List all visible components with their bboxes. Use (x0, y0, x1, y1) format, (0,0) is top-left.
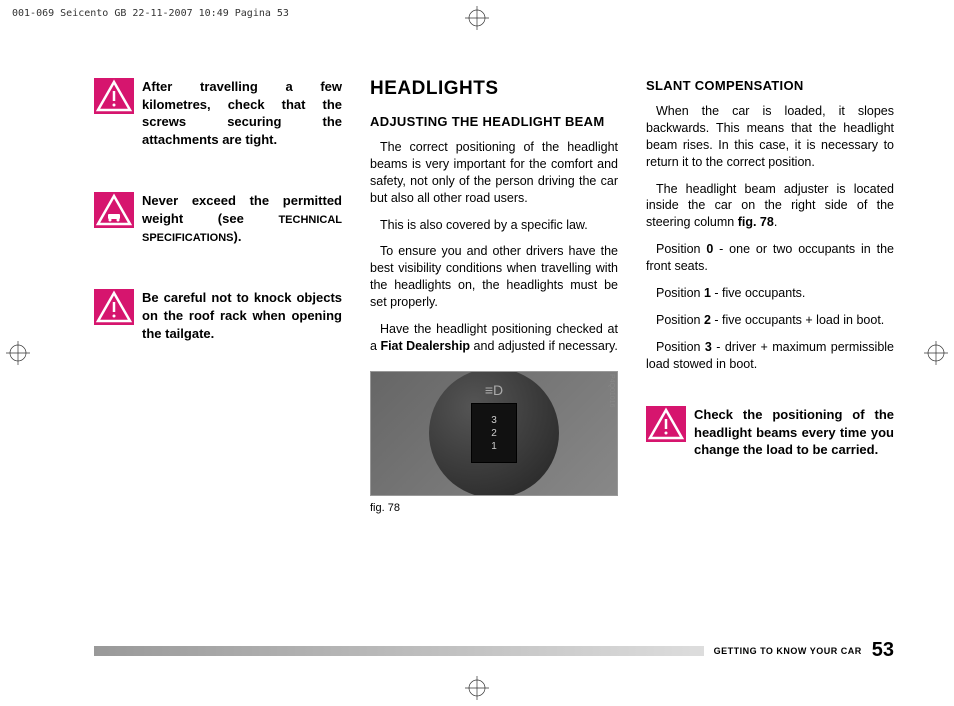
warning-triangle-icon (94, 289, 134, 325)
print-header: 001-069 Seicento GB 22-11-2007 10:49 Pag… (12, 8, 289, 19)
paragraph: Position 2 - five occupants + load in bo… (646, 312, 894, 329)
figure-caption: fig. 78 (370, 502, 618, 514)
warning-car-icon (94, 192, 134, 228)
figure-image: P4Q01016 ≡D 321 (370, 371, 618, 496)
paragraph: The headlight beam adjuster is located i… (646, 181, 894, 232)
figure-code: P4Q01016 (608, 374, 615, 407)
footer-section-label: GETTING TO KNOW YOUR CAR (714, 646, 862, 656)
crop-mark-right (924, 341, 948, 365)
warning-box-1: After travelling a few kilometres, check… (94, 78, 342, 148)
warning-text-1: After travelling a few kilometres, check… (142, 78, 342, 148)
subheading-slant: SLANT COMPENSATION (646, 78, 894, 93)
paragraph: This is also covered by a specific law. (370, 217, 618, 234)
crop-mark-left (6, 341, 30, 365)
page-number: 53 (872, 639, 894, 662)
paragraph: To ensure you and other drivers have the… (370, 243, 618, 311)
crop-mark-bottom (465, 676, 489, 700)
paragraph: When the car is loaded, it slopes backwa… (646, 103, 894, 171)
paragraph: Have the headlight positioning checked a… (370, 321, 618, 355)
warning-text-4: Check the positioning of the headlight b… (694, 406, 894, 459)
warning-text-3: Be careful not to knock objects on the r… (142, 289, 342, 342)
column-3: SLANT COMPENSATION When the car is loade… (646, 78, 894, 514)
warning-triangle-icon (646, 406, 686, 442)
paragraph: The correct positioning of the headlight… (370, 139, 618, 207)
warning-box-3: Be careful not to knock objects on the r… (94, 289, 342, 342)
figure-78: P4Q01016 ≡D 321 fig. 78 (370, 371, 618, 514)
content-columns: After travelling a few kilometres, check… (94, 78, 894, 514)
paragraph: Position 1 - five occupants. (646, 285, 894, 302)
column-2: HEADLIGHTS ADJUSTING THE HEADLIGHT BEAM … (370, 78, 618, 514)
warning-triangle-icon (94, 78, 134, 114)
column-1: After travelling a few kilometres, check… (94, 78, 342, 514)
paragraph: Position 0 - one or two occupants in the… (646, 241, 894, 275)
crop-mark-top (465, 6, 489, 30)
warning-text-2: Never exceed the permitted weight (see T… (142, 192, 342, 245)
section-heading: HEADLIGHTS (370, 78, 618, 100)
footer-bar (94, 646, 704, 656)
subheading-adjust: ADJUSTING THE HEADLIGHT BEAM (370, 114, 618, 129)
page-footer: GETTING TO KNOW YOUR CAR 53 (94, 639, 894, 662)
warning-box-4: Check the positioning of the headlight b… (646, 406, 894, 459)
paragraph: Position 3 - driver + maximum permissibl… (646, 339, 894, 373)
warning-box-2: Never exceed the permitted weight (see T… (94, 192, 342, 245)
